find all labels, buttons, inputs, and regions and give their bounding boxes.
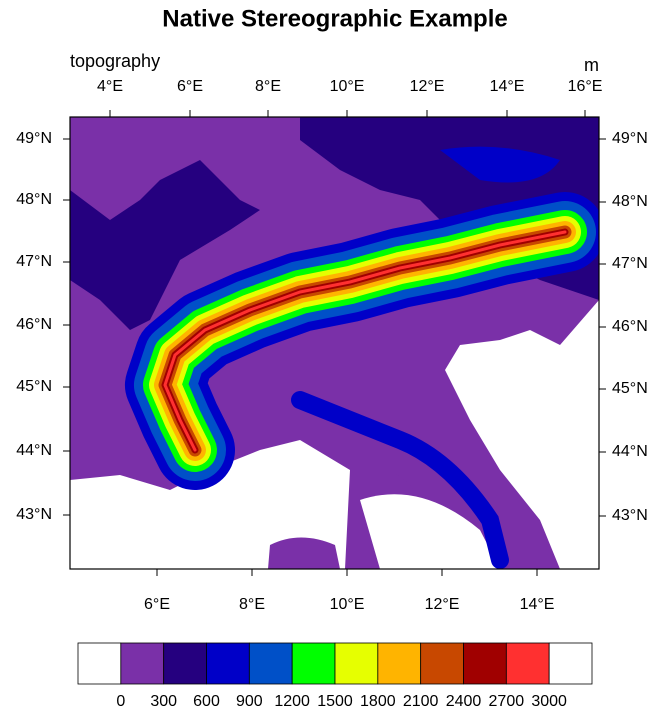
top-lon-label: 10°E <box>330 78 365 95</box>
colorbar-label: 1500 <box>317 693 353 710</box>
right-lat-label: 45°N <box>612 380 648 397</box>
colorbar-label: 2700 <box>489 693 525 710</box>
colorbar-label: 0 <box>116 693 125 710</box>
jura <box>70 160 260 330</box>
colorbar-box <box>206 642 250 685</box>
left-lat-label: 48°N <box>16 191 52 208</box>
left-lat-label: 44°N <box>16 442 52 459</box>
left-lat-label: 43°N <box>16 506 52 523</box>
colorbar-box <box>334 642 379 685</box>
colorbar-label: 300 <box>150 693 177 710</box>
colorbar-label: 3000 <box>531 693 567 710</box>
right-lat-label: 46°N <box>612 318 648 335</box>
colorbar-label: 900 <box>236 693 263 710</box>
colorbar-box <box>420 642 464 685</box>
colorbar-box <box>248 642 293 685</box>
elevation-band <box>163 230 567 452</box>
colorbar-label: 2100 <box>403 693 439 710</box>
bottom-lon-label: 8°E <box>239 596 265 613</box>
tyrrhenian-sea <box>360 494 500 569</box>
left-lat-label: 46°N <box>16 316 52 333</box>
colorbar-box <box>548 642 593 685</box>
bottom-lon-label: 12°E <box>425 596 460 613</box>
colorbar-box <box>463 642 507 685</box>
right-lat-label: 49°N <box>612 130 648 147</box>
apennines <box>291 391 509 569</box>
right-lat-label: 47°N <box>612 255 648 272</box>
right-label: m <box>584 55 599 75</box>
left-lat-label: 47°N <box>16 253 52 270</box>
axis-labels: 4°E 6°E 8°E 10°E 12°E 14°E 16°E 6°E 8°E 10°E 12°E 1… <box>16 78 648 613</box>
colorbar-box <box>163 642 207 685</box>
colorbar-box <box>505 642 550 685</box>
colorbar-box <box>291 642 336 685</box>
right-lat-label: 43°N <box>612 507 648 524</box>
bottom-lon-label: 14°E <box>520 596 555 613</box>
bottom-lon-label: 6°E <box>144 596 170 613</box>
top-lon-label: 4°E <box>97 78 123 95</box>
colorbar-label: 1800 <box>360 693 396 710</box>
topography-field <box>70 117 599 569</box>
colorbar-box <box>77 642 122 685</box>
left-lat-label: 49°N <box>16 130 52 147</box>
top-lon-label: 14°E <box>490 78 525 95</box>
colorbar: 0 300 600 900 1200 1500 1800 2100 2400 2700 3000 <box>77 642 593 710</box>
colorbar-box <box>120 642 165 685</box>
top-lon-label: 12°E <box>410 78 445 95</box>
alps <box>125 192 599 490</box>
colorbar-label: 600 <box>193 693 220 710</box>
left-lat-label: 45°N <box>16 378 52 395</box>
bottom-lon-label: 10°E <box>330 596 365 613</box>
adriatic-sea <box>445 300 599 569</box>
right-lat-label: 44°N <box>612 443 648 460</box>
top-lon-label: 8°E <box>255 78 281 95</box>
ligurian-sea <box>70 440 350 569</box>
colorbar-label: 2400 <box>446 693 482 710</box>
left-label: topography <box>70 51 160 71</box>
colorbar-box <box>377 642 422 685</box>
right-lat-label: 48°N <box>612 193 648 210</box>
bohemian-hills <box>440 146 560 183</box>
colorbar-label: 1200 <box>274 693 310 710</box>
title: Native Stereographic Example <box>162 5 507 32</box>
corsica <box>268 537 340 569</box>
top-lon-label: 6°E <box>177 78 203 95</box>
plot-frame <box>69 116 600 570</box>
top-lon-label: 16°E <box>568 78 603 95</box>
